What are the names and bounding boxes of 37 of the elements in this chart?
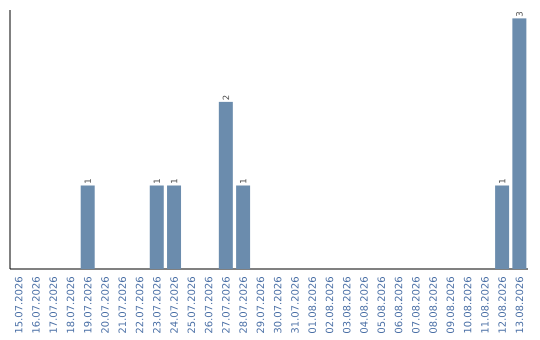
x-tick-label: 26.07.2026 — [204, 277, 212, 333]
data-label: 2 — [222, 96, 230, 100]
data-label: 1 — [84, 179, 91, 183]
data-label: 1 — [240, 179, 246, 183]
x-tick-label: 01.08.2026 — [308, 277, 316, 333]
x-tick-label: 21.07.2026 — [118, 277, 126, 333]
x-tick-label: 16.07.2026 — [32, 277, 40, 333]
x-tick-label: 25.07.2026 — [188, 277, 196, 333]
x-tick-label: 02.08.2026 — [326, 277, 334, 333]
data-label: 1 — [498, 179, 506, 183]
x-tick-label: 11.08.2026 — [481, 277, 489, 333]
x-tick-label: 07.08.2026 — [412, 277, 420, 333]
x-tick-label: 05.08.2026 — [377, 277, 386, 333]
x-tick-label: 22.07.2026 — [136, 277, 144, 333]
data-label: 3 — [516, 12, 523, 16]
x-tick-label: 17.07.2026 — [49, 277, 57, 333]
x-tick-label: 20.07.2026 — [101, 277, 109, 333]
x-tick-label: 28.07.2026 — [239, 277, 247, 333]
x-tick-label: 06.08.2026 — [394, 277, 402, 333]
x-tick-label: 08.08.2026 — [429, 277, 437, 333]
x-tick-label: 03.08.2026 — [342, 277, 350, 333]
x-tick-label: 04.08.2026 — [360, 277, 368, 333]
x-tick-label: 23.07.2026 — [152, 277, 161, 333]
data-label: 1 — [170, 179, 178, 183]
x-tick-label: 13.08.2026 — [516, 277, 524, 333]
x-tick-label: 10.08.2026 — [464, 277, 472, 333]
x-tick-label: 12.08.2026 — [498, 277, 506, 333]
x-tick-label: 09.08.2026 — [446, 277, 454, 333]
x-tick-label: 15.07.2026 — [14, 277, 22, 333]
x-tick-label: 24.07.2026 — [170, 277, 178, 333]
x-tick-label: 30.07.2026 — [274, 277, 282, 333]
x-tick-label: 19.07.2026 — [84, 277, 92, 333]
x-tick-label: 27.07.2026 — [222, 277, 230, 333]
data-label: 1 — [154, 179, 160, 183]
x-tick-label: 31.07.2026 — [291, 277, 299, 333]
x-tick-label: 18.07.2026 — [66, 277, 74, 333]
x-tick-label: 29.07.2026 — [256, 277, 264, 333]
